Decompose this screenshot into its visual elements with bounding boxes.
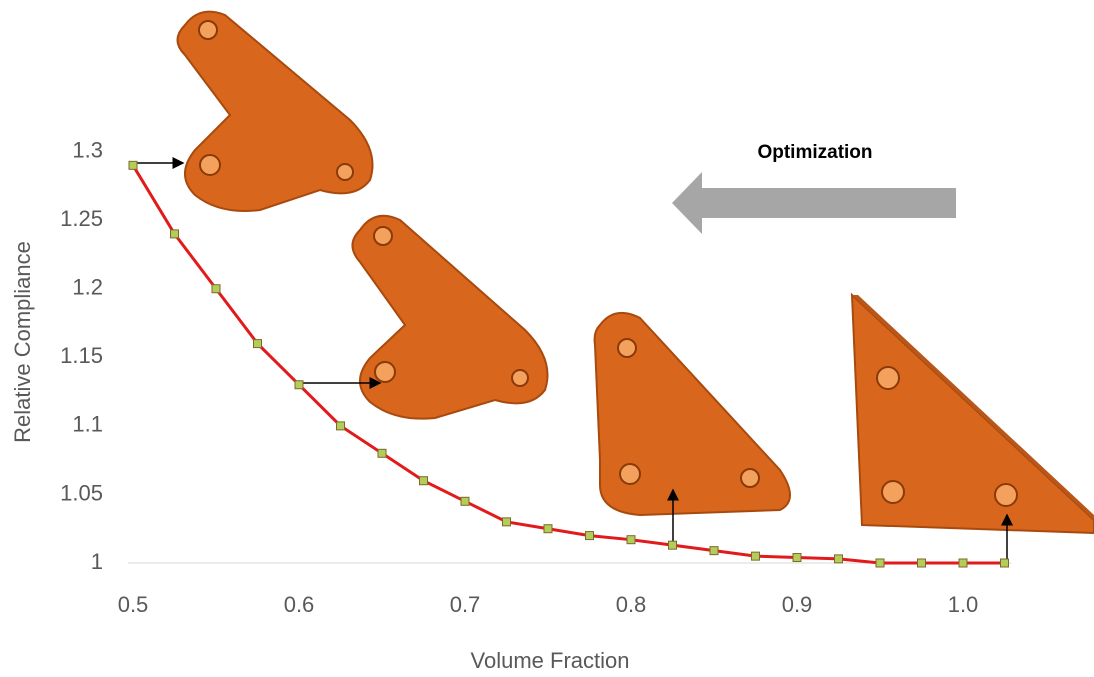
marker (958, 558, 968, 568)
x-axis-title: Volume Fraction (471, 648, 630, 673)
marker (668, 540, 677, 550)
marker (128, 160, 138, 170)
marker (419, 476, 428, 486)
marker (502, 517, 511, 527)
marker (294, 380, 304, 390)
y-tick-label: 1.15 (60, 343, 103, 368)
marker (1000, 558, 1009, 568)
y-tick-label: 1.1 (72, 412, 103, 437)
marker (211, 284, 221, 294)
marker (253, 339, 262, 349)
x-tick-label: 0.7 (450, 592, 481, 617)
marker (543, 524, 553, 534)
y-tick-label: 1.3 (72, 137, 103, 162)
marker (460, 496, 470, 506)
marker (917, 558, 926, 568)
y-tick-label: 1.05 (60, 480, 103, 505)
marker (751, 551, 760, 561)
annotation: Optimization (757, 142, 872, 163)
marker (170, 229, 179, 239)
illustrations (137, 10, 1094, 560)
marker (585, 531, 594, 541)
y-tick-label: 1.2 (72, 275, 103, 300)
y-axis-title: Relative Compliance (10, 241, 35, 443)
marker (792, 553, 802, 563)
marker (875, 558, 885, 568)
y-tick-label: 1.25 (60, 206, 103, 231)
marker (709, 546, 719, 556)
x-tick-label: 0.8 (616, 592, 647, 617)
x-tick-label: 0.6 (284, 592, 315, 617)
x-tick-label: 1.0 (948, 592, 979, 617)
x-tick-label: 0.5 (118, 592, 149, 617)
marker (377, 448, 387, 458)
marker (336, 421, 345, 431)
marker (626, 535, 636, 545)
x-tick-label: 0.9 (782, 592, 813, 617)
y-tick-label: 1 (91, 549, 103, 574)
series-line (131, 164, 1005, 565)
marker (834, 554, 843, 564)
